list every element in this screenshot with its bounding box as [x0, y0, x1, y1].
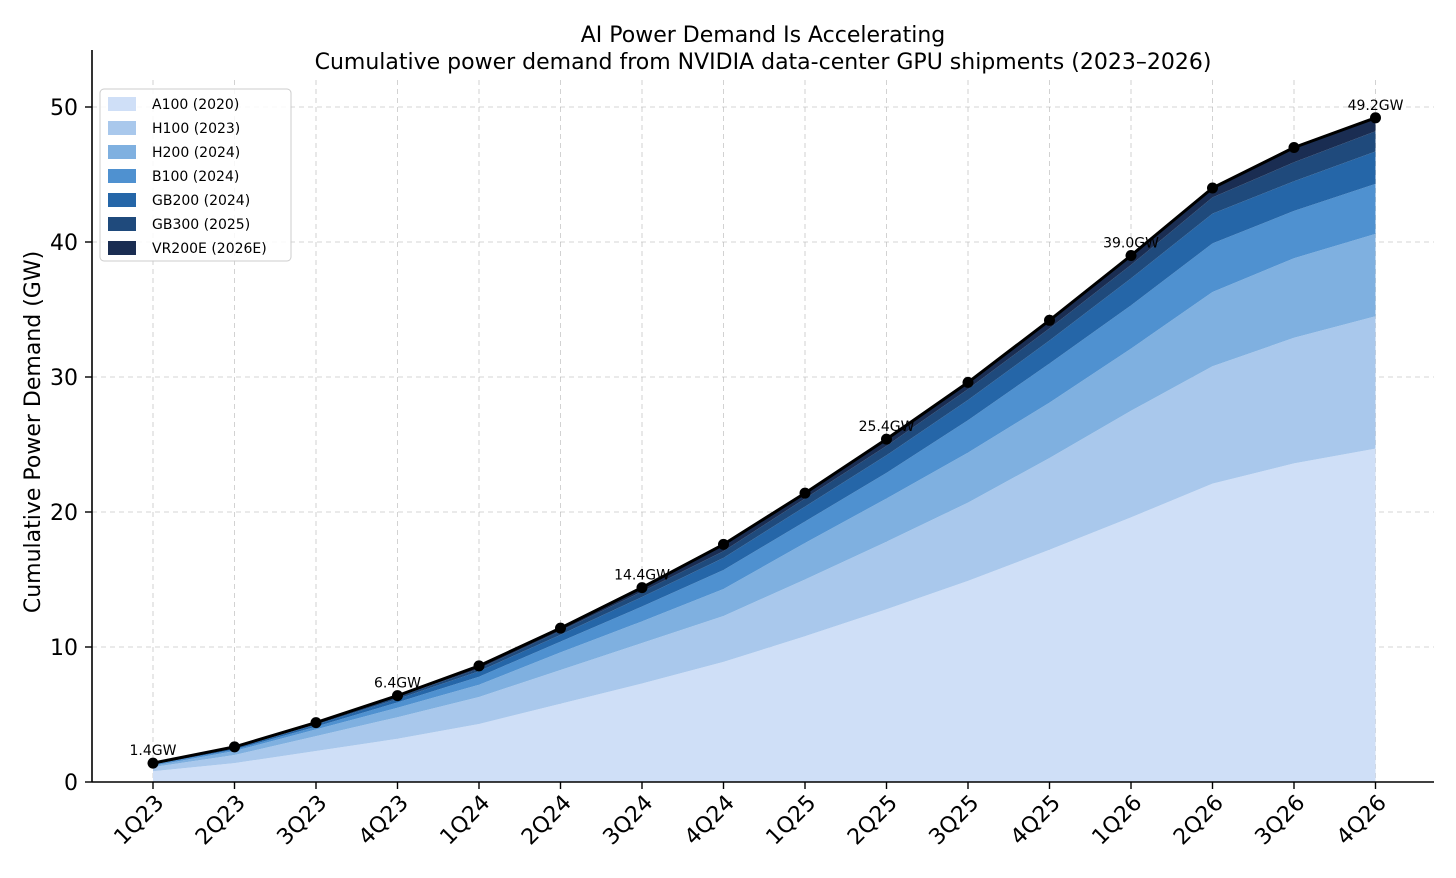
x-tick-label: 1Q23	[110, 791, 170, 851]
x-tick-label: 1Q24	[436, 791, 496, 851]
annotations: 1.4GW 6.4GW 14.4GW 25.4GW 39.0GW 49.2GW	[130, 98, 1404, 759]
x-tick-label: 2Q26	[1169, 791, 1229, 851]
x-tick-label: 3Q24	[599, 791, 659, 851]
total-point	[229, 741, 240, 753]
total-line-group	[147, 112, 1381, 769]
y-tick-label: 30	[50, 366, 78, 391]
area-series-1	[153, 316, 1376, 772]
area-series-3	[153, 183, 1376, 766]
legend-label: H100 (2023)	[152, 121, 240, 137]
y-tick-label: 10	[50, 636, 78, 661]
total-line	[152, 116, 1377, 765]
legend-label: H200 (2024)	[152, 145, 240, 161]
y-tick-label: 20	[50, 501, 78, 526]
data-label: 25.4GW	[859, 419, 915, 435]
legend-swatch	[108, 241, 136, 255]
chart-title: AI Power Demand Is Accelerating	[581, 23, 945, 48]
legend-label: GB300 (2025)	[152, 217, 250, 233]
total-point	[799, 487, 811, 499]
legend-swatch	[108, 121, 136, 135]
legend-swatch	[108, 169, 136, 183]
x-tick-label: 3Q23	[273, 791, 333, 851]
total-point	[962, 376, 974, 388]
legend-swatch	[108, 193, 136, 207]
area-series-2	[153, 233, 1376, 768]
data-label: 14.4GW	[614, 568, 670, 584]
data-label: 39.0GW	[1103, 236, 1159, 252]
legend: A100 (2020) H100 (2023) H200 (2024) B100 (2…	[99, 88, 292, 262]
y-tick-label: 50	[50, 96, 78, 121]
chart-subtitle: Cumulative power demand from NVIDIA data…	[315, 50, 1212, 75]
x-tick-label: 2Q24	[517, 791, 577, 851]
total-point	[392, 690, 403, 702]
area-series-5	[153, 131, 1376, 764]
area-series-4	[153, 151, 1376, 765]
data-label: 1.4GW	[130, 743, 177, 759]
legend-label: VR200E (2026E)	[152, 241, 267, 257]
x-tick-label: 4Q24	[680, 791, 740, 851]
x-tick-label: 2Q25	[843, 791, 903, 851]
x-tick-label: 4Q25	[1006, 791, 1066, 851]
total-point	[1370, 112, 1381, 124]
total-point	[1125, 250, 1137, 261]
legend-label: A100 (2020)	[152, 97, 239, 113]
area-series-0	[153, 448, 1376, 782]
total-point	[147, 757, 159, 769]
data-label: 49.2GW	[1348, 98, 1404, 114]
total-point	[555, 622, 566, 634]
y-tick-label: 40	[50, 231, 78, 256]
legend-label: B100 (2024)	[152, 169, 239, 185]
legend-swatch	[108, 217, 136, 231]
x-tick-label: 3Q25	[925, 791, 985, 851]
total-point	[310, 717, 322, 729]
total-point	[718, 538, 729, 550]
legend-swatch	[108, 97, 136, 111]
y-axis-label: Cumulative Power Demand (GW)	[21, 251, 46, 613]
total-point	[1044, 314, 1055, 326]
legend-swatch	[108, 145, 136, 159]
y-tick-label: 0	[64, 771, 78, 796]
total-point	[881, 433, 892, 445]
total-point	[1207, 182, 1218, 194]
legend-box	[99, 88, 292, 262]
area-series-group	[153, 117, 1376, 782]
total-point	[473, 660, 485, 672]
x-tick-label: 1Q26	[1088, 791, 1148, 851]
legend-label: GB200 (2024)	[152, 193, 250, 209]
x-tick-label: 1Q25	[762, 791, 822, 851]
data-label: 6.4GW	[374, 676, 421, 692]
x-tick-label: 4Q23	[354, 791, 414, 851]
x-tick-label: 4Q26	[1332, 791, 1392, 851]
total-point	[636, 582, 648, 594]
total-point	[1288, 142, 1300, 153]
x-tick-label: 3Q26	[1251, 791, 1311, 851]
x-tick-label: 2Q23	[191, 791, 251, 851]
